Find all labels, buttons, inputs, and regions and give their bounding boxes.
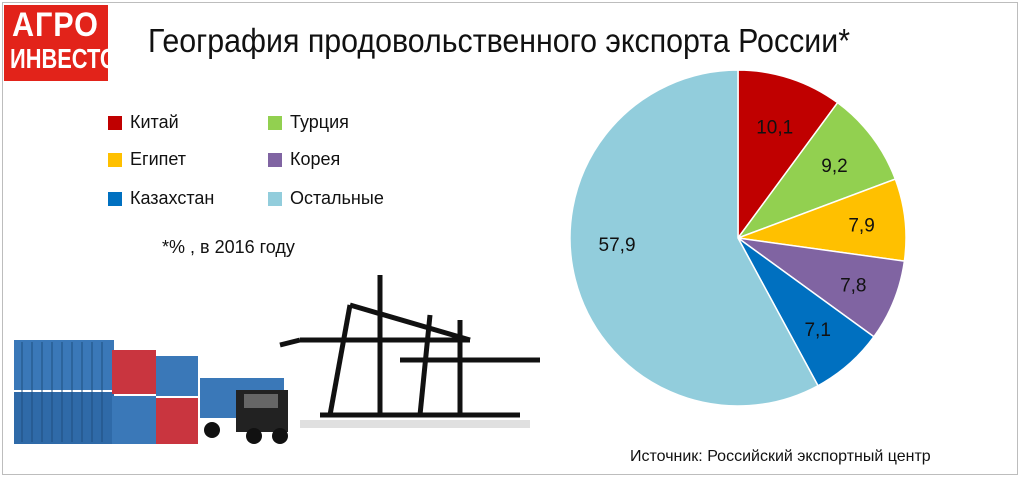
truck-icon	[200, 378, 288, 444]
data-label-2: 7,9	[848, 215, 874, 236]
crane-icon	[279, 275, 540, 418]
legend-swatch	[108, 115, 122, 130]
legend: Китай Турция Египет Корея Казахстан Оста…	[108, 112, 428, 222]
legend-item-other: Остальные	[268, 188, 384, 209]
port-illustration	[14, 275, 540, 444]
legend-label: Китай	[130, 112, 179, 132]
legend-swatch	[108, 152, 122, 167]
legend-item-china: Китай	[108, 112, 179, 133]
data-label-1: 9,2	[821, 156, 847, 177]
legend-item-egypt: Египет	[108, 149, 186, 170]
chart-title: География продовольственного экспорта Ро…	[148, 22, 851, 59]
container-stack-icon	[14, 340, 198, 444]
legend-label: Казахстан	[130, 188, 215, 208]
legend-label: Остальные	[290, 188, 384, 208]
legend-swatch	[268, 152, 282, 167]
logo-line-1: АГРО	[12, 6, 99, 44]
agroinvestor-logo: АГРО ИНВЕСТОР	[4, 5, 131, 81]
pie-slice-0	[737, 69, 839, 241]
legend-item-turkey: Турция	[268, 112, 349, 133]
legend-label: Корея	[290, 149, 341, 169]
chart-note: *% , в 2016 году	[162, 237, 295, 257]
pie-slice-1	[735, 101, 897, 240]
legend-label: Египет	[130, 149, 187, 169]
pie-chart: 10,1 9,2 7,9 7,8 7,1 57,9	[569, 69, 907, 407]
legend-swatch	[108, 191, 122, 206]
legend-swatch	[268, 115, 282, 130]
chart-frame	[2, 2, 1018, 475]
data-label-5: 57,9	[599, 235, 636, 256]
source-note: Источник: Российский экспортный центр	[630, 448, 931, 465]
logo-line-2: ИНВЕСТОР	[10, 43, 132, 74]
data-label-3: 7,8	[840, 275, 866, 296]
legend-item-kazakhstan: Казахстан	[108, 188, 214, 209]
legend-label: Турция	[290, 112, 349, 132]
legend-item-korea: Корея	[268, 149, 340, 170]
legend-swatch	[268, 191, 282, 206]
data-label-0: 10,1	[756, 117, 793, 138]
pie-slice-5	[569, 69, 820, 407]
data-label-4: 7,1	[804, 320, 830, 341]
